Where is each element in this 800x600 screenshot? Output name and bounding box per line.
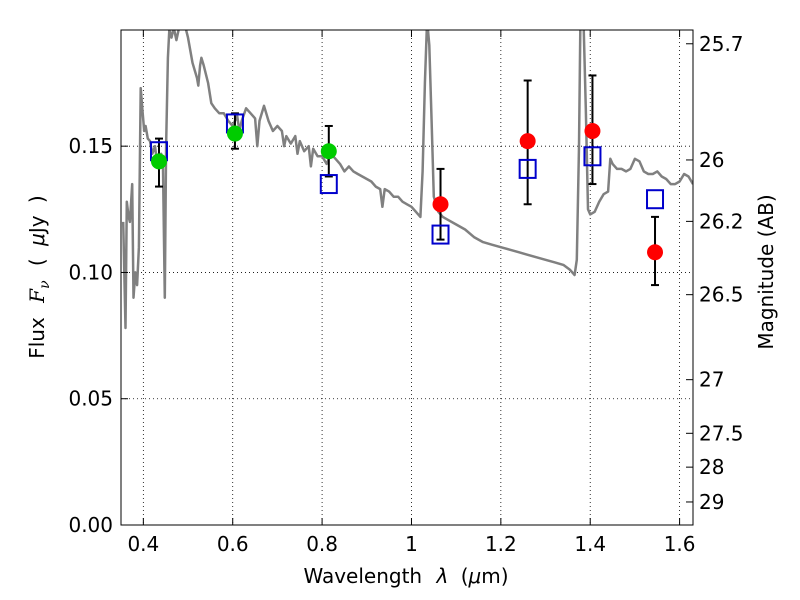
plot-frame	[120, 29, 694, 526]
y2-tick-label: 26.2	[699, 209, 744, 233]
y-axis-label-close-paren: )	[25, 195, 49, 203]
x-tick-label: 1.2	[485, 532, 517, 556]
observed-flux-point	[647, 244, 664, 261]
observed-flux-point	[584, 123, 601, 140]
model-photometry-square	[518, 158, 537, 179]
x-tick-label: 0.8	[306, 532, 338, 556]
y-tick-label: 0.05	[68, 387, 113, 411]
y2-axis-label: Magnitude (AB)	[754, 194, 778, 349]
y-axis-label-nu: ν	[37, 280, 53, 289]
x-axis-label-mu: μ	[468, 564, 482, 588]
x-tick-label: 0.4	[127, 532, 159, 556]
grid	[121, 30, 693, 525]
y-axis-label-f: F	[25, 288, 49, 304]
y2-tick-label: 26	[699, 148, 724, 172]
markers	[149, 74, 665, 287]
model-photometry-square	[583, 146, 602, 167]
y-axis-label: Flux Fν ( μJy )	[25, 195, 54, 359]
observed-flux-point	[226, 125, 243, 142]
x-axis-label-lambda: λ	[435, 564, 448, 588]
observed-flux-point	[432, 196, 449, 213]
y2-tick-label: 25.7	[699, 32, 744, 56]
x-tick-label: 0.6	[217, 532, 249, 556]
model-photometry-square	[431, 224, 450, 245]
model-photometry-square	[646, 189, 665, 210]
x-tick-label: 1.6	[664, 532, 696, 556]
y2-tick-label: 27	[699, 368, 724, 392]
observed-flux-point	[320, 143, 337, 160]
ticks: 0.4 0.6 0.8 1 1.2 1.4 1.6 0.00 0.05 0.10 0.15 25.7 2…	[68, 30, 744, 556]
x-tick-label: 1	[405, 532, 418, 556]
plot-background	[121, 30, 693, 525]
y-tick-label: 0.15	[68, 134, 113, 158]
y-tick-label: 0.00	[68, 513, 113, 537]
x-axis-label-word: Wavelength	[303, 564, 422, 588]
observed-flux-point	[519, 133, 536, 150]
observed-flux-point	[150, 153, 167, 170]
x-axis-label: Wavelength λ (μm)	[303, 564, 508, 588]
y2-tick-label: 27.5	[699, 421, 744, 445]
y-tick-label: 0.10	[68, 260, 113, 284]
y-axis-label-open-paren: (	[25, 258, 49, 266]
y2-tick-label: 26.5	[699, 283, 744, 307]
x-tick-label: 1.4	[574, 532, 606, 556]
x-axis-label-paren: (	[461, 564, 469, 588]
plot-area	[121, 30, 693, 330]
y2-tick-label: 29	[699, 490, 724, 514]
y-axis-label-unit: Jy	[25, 215, 49, 235]
y-axis-label-word: Flux	[25, 317, 49, 359]
model-spectrum-line	[121, 30, 693, 330]
y2-tick-label: 28	[699, 455, 724, 479]
x-axis-label-unit: m)	[481, 564, 508, 588]
y-axis-label-mu: μ	[25, 233, 49, 247]
model-photometry-square	[319, 174, 338, 195]
